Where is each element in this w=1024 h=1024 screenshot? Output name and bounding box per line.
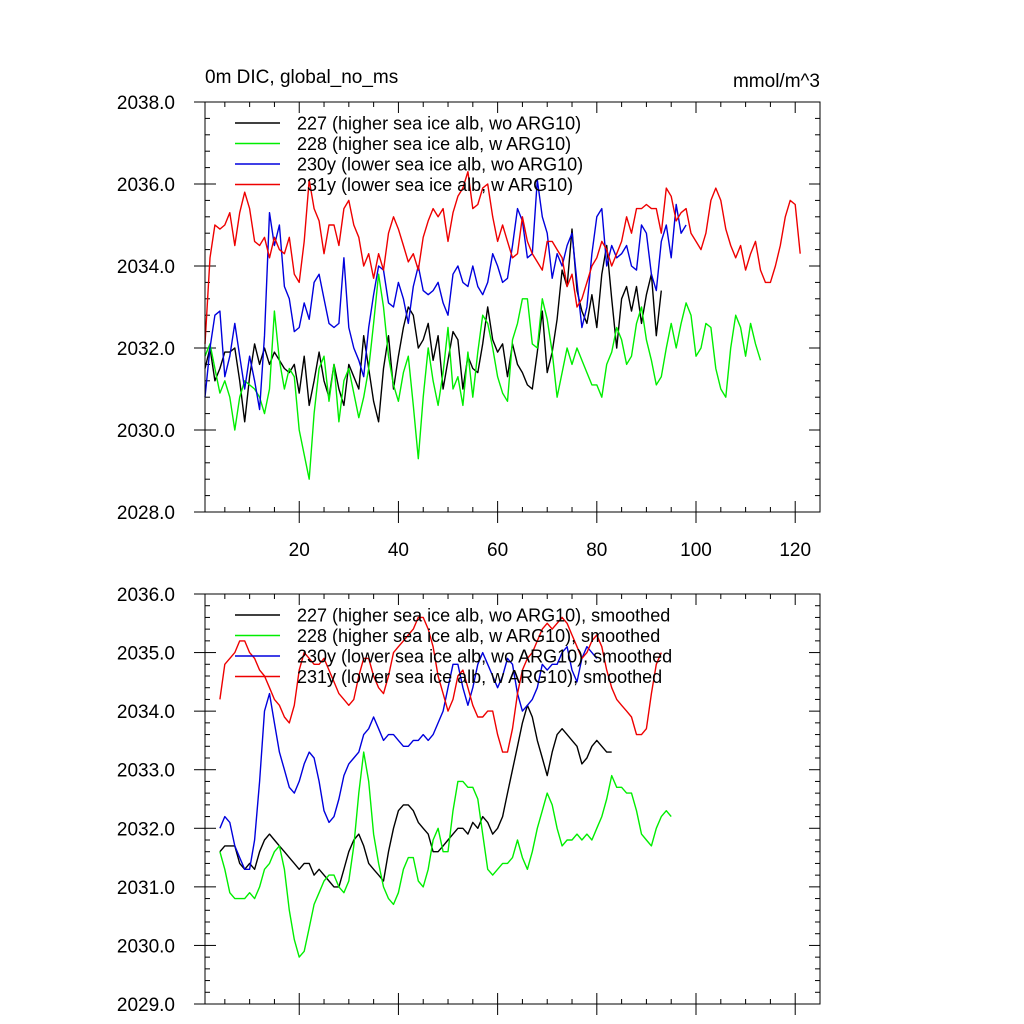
series-line-1 (204, 273, 762, 480)
top-units-label: mmol/m^3 (733, 71, 820, 92)
bottom-legend: 227 (higher sea ice alb, wo ARG10), smoo… (235, 606, 672, 687)
y-tick-label: 2030.0 (117, 421, 175, 442)
legend-label-1: 228 (higher sea ice alb, w ARG10) (297, 134, 571, 154)
x-tick-label: 80 (586, 540, 607, 561)
y-tick-label: 2036.0 (117, 585, 175, 606)
series-line-3 (219, 616, 662, 753)
y-tick-label: 2032.0 (117, 819, 175, 840)
bottom-plot-frame (204, 593, 821, 1005)
y-tick-label: 2036.0 (117, 175, 175, 196)
legend-label-3: 231y (lower sea ice alb, w ARG10) (297, 175, 573, 195)
top-plot-frame (204, 101, 821, 513)
top-series-lines (204, 170, 801, 480)
series-line-0 (219, 704, 612, 888)
y-tick-label: 2033.0 (117, 761, 175, 782)
y-tick-label: 2038.0 (117, 93, 175, 114)
y-tick-label: 2028.0 (117, 503, 175, 524)
x-tick-label: 40 (388, 540, 409, 561)
y-tick-label: 2032.0 (117, 339, 175, 360)
top-legend: 227 (higher sea ice alb, wo ARG10)228 (h… (235, 114, 583, 195)
series-line-2 (219, 646, 598, 870)
y-tick-label: 2031.0 (117, 878, 175, 899)
x-tick-label: 100 (680, 540, 712, 561)
y-tick-label: 2034.0 (117, 257, 175, 278)
top-title: 0m DIC, global_no_ms (205, 67, 398, 88)
y-tick-label: 2034.0 (117, 702, 175, 723)
x-tick-label: 60 (487, 540, 508, 561)
bottom-axis-ticks: 2029.0 2030.0 2031.0 2032.0 2033.0 2034.0 2035… (117, 585, 821, 1016)
bottom-series-lines (219, 616, 672, 958)
legend-label-0: 227 (higher sea ice alb, wo ARG10) (297, 114, 581, 134)
series-line-2 (204, 179, 687, 411)
y-tick-label: 2029.0 (117, 995, 175, 1016)
x-tick-label: 120 (779, 540, 811, 561)
series-line-1 (219, 751, 672, 958)
bottom-panel: 2029.0 2030.0 2031.0 2032.0 2033.0 2034.0 2035… (117, 585, 821, 1016)
top-panel: 0m DIC, global_no_ms mmol/m^3 2028.0 2030… (117, 67, 821, 561)
legend-label-2: 230y (lower sea ice alb, wo ARG10), smoo… (297, 647, 672, 667)
legend-label-1: 228 (higher sea ice alb, w ARG10), smoot… (297, 626, 660, 646)
series-line-3 (204, 170, 801, 344)
legend-label-0: 227 (higher sea ice alb, wo ARG10), smoo… (297, 606, 670, 626)
y-tick-label: 2035.0 (117, 644, 175, 665)
top-axis-ticks: 2028.0 2030.0 2032.0 2034.0 2036.0 2038.0 20 40… (117, 93, 821, 561)
series-line-0 (204, 228, 662, 423)
y-tick-label: 2030.0 (117, 936, 175, 957)
legend-label-3: 231y (lower sea ice alb, w ARG10), smoot… (297, 667, 662, 687)
x-tick-label: 20 (289, 540, 310, 561)
legend-label-2: 230y (lower sea ice alb, wo ARG10) (297, 155, 583, 175)
